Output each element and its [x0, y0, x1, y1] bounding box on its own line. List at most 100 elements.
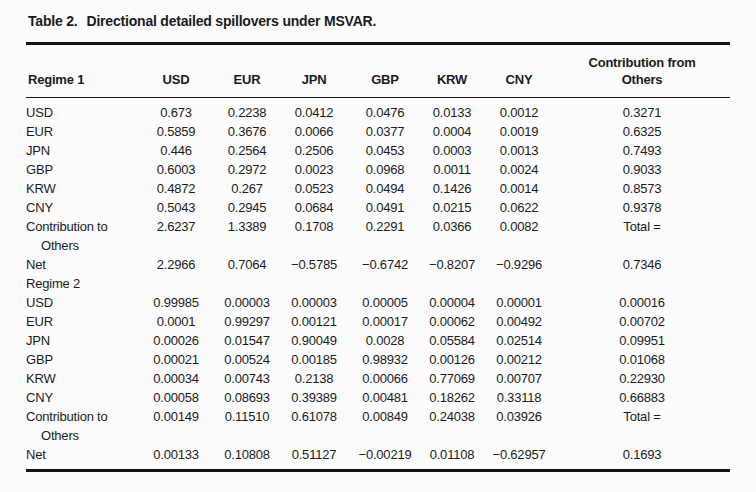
table-cell: −0.5785 — [278, 255, 350, 274]
table-cell: 0.02514 — [484, 331, 554, 350]
row-label: JPN — [26, 141, 136, 160]
table-cell: 0.0453 — [350, 141, 420, 160]
row-label: Regime 2 — [26, 274, 136, 293]
table-cell: 0.0023 — [278, 160, 350, 179]
table-cell: 0.0003 — [420, 141, 484, 160]
table-cell: 0.01547 — [216, 331, 278, 350]
table-cell: 0.90049 — [278, 331, 350, 350]
row-label: KRW — [26, 179, 136, 198]
table-cell: 0.0366 — [420, 217, 484, 255]
table-cell: 0.03926 — [484, 407, 554, 445]
header-usd: USD — [136, 44, 216, 98]
table-cell: 0.09951 — [554, 331, 730, 350]
table-cell: Total = — [554, 407, 730, 445]
table-cell: 0.0491 — [350, 198, 420, 217]
table-cell: 0.10808 — [216, 445, 278, 471]
table-cell: 0.2291 — [350, 217, 420, 255]
paper-page: Table 2.Directional detailed spillovers … — [0, 0, 756, 492]
table-cell: 0.1708 — [278, 217, 350, 255]
table-cell: 0.3676 — [216, 122, 278, 141]
row-label: Contribution to Others — [26, 217, 136, 255]
table-cell: 0.673 — [136, 98, 216, 123]
table-caption-title: Directional detailed spillovers under MS… — [87, 13, 377, 29]
table-cell: 0.08693 — [216, 388, 278, 407]
table-cell: 0.1426 — [420, 179, 484, 198]
table-cell: 0.00133 — [136, 445, 216, 471]
table-cell: 0.00016 — [554, 293, 730, 312]
table-row: CNY0.000580.086930.393890.004810.182620.… — [26, 388, 730, 407]
table-row: Contribution to Others0.001490.115100.61… — [26, 407, 730, 445]
table-cell: 0.00003 — [278, 293, 350, 312]
table-cell: 0.51127 — [278, 445, 350, 471]
table-cell: 0.0014 — [484, 179, 554, 198]
table-row: EUR0.00010.992970.001210.000170.000620.0… — [26, 312, 730, 331]
table-cell: 0.0494 — [350, 179, 420, 198]
table-row: USD0.999850.000030.000030.000050.000040.… — [26, 293, 730, 312]
table-row: Regime 2 — [26, 274, 730, 293]
table-cell: 0.2138 — [278, 369, 350, 388]
table-cell: 0.0024 — [484, 160, 554, 179]
table-cell: 0.11510 — [216, 407, 278, 445]
table-cell: 0.0523 — [278, 179, 350, 198]
table-cell: 0.00212 — [484, 350, 554, 369]
row-label: JPN — [26, 331, 136, 350]
row-label: Contribution to Others — [26, 407, 136, 445]
table-cell: 0.0066 — [278, 122, 350, 141]
table-row: Net2.29660.7064−0.5785−0.6742−0.8207−0.9… — [26, 255, 730, 274]
table-cell: 0.2564 — [216, 141, 278, 160]
table-cell: 0.6325 — [554, 122, 730, 141]
header-krw: KRW — [420, 44, 484, 98]
table-cell — [420, 274, 484, 293]
table-cell: 0.0019 — [484, 122, 554, 141]
table-cell: 0.00017 — [350, 312, 420, 331]
table-cell: −0.6742 — [350, 255, 420, 274]
table-cell: 0.6003 — [136, 160, 216, 179]
table-cell — [484, 274, 554, 293]
table-cell: 0.00149 — [136, 407, 216, 445]
table-cell — [278, 274, 350, 293]
table-cell: 2.2966 — [136, 255, 216, 274]
table-cell: 0.00001 — [484, 293, 554, 312]
row-label: Net — [26, 255, 136, 274]
table-cell: 0.01108 — [420, 445, 484, 471]
table-cell: 0.00021 — [136, 350, 216, 369]
table-cell: 0.7346 — [554, 255, 730, 274]
table-cell: 0.4872 — [136, 179, 216, 198]
table-cell: 0.00066 — [350, 369, 420, 388]
table-cell — [216, 274, 278, 293]
table-cell: 0.0013 — [484, 141, 554, 160]
table-cell: 0.00004 — [420, 293, 484, 312]
table-header: Regime 1 USD EUR JPN GBP KRW CNY Contrib… — [26, 44, 730, 98]
table-cell: 0.0133 — [420, 98, 484, 123]
table-cell: 2.6237 — [136, 217, 216, 255]
table-row: USD0.6730.22380.04120.04760.01330.00120.… — [26, 98, 730, 123]
table-cell: 0.00003 — [216, 293, 278, 312]
table-cell: 0.00524 — [216, 350, 278, 369]
table-cell: 0.2972 — [216, 160, 278, 179]
table-cell: 0.39389 — [278, 388, 350, 407]
table-cell: 0.0215 — [420, 198, 484, 217]
row-label: CNY — [26, 198, 136, 217]
table-cell: −0.8207 — [420, 255, 484, 274]
table-cell: 0.7493 — [554, 141, 730, 160]
table-cell: 0.446 — [136, 141, 216, 160]
table-cell: 1.3389 — [216, 217, 278, 255]
table-cell: 0.0082 — [484, 217, 554, 255]
table-cell: 0.00743 — [216, 369, 278, 388]
table-cell: 0.99985 — [136, 293, 216, 312]
row-label: KRW — [26, 369, 136, 388]
header-eur: EUR — [216, 44, 278, 98]
header-jpn: JPN — [278, 44, 350, 98]
table-cell: 0.0004 — [420, 122, 484, 141]
table-row: CNY0.50430.29450.06840.04910.02150.06220… — [26, 198, 730, 217]
table-cell: 0.00707 — [484, 369, 554, 388]
table-cell: 0.00062 — [420, 312, 484, 331]
table-row: Net0.001330.108080.51127−0.002190.01108−… — [26, 445, 730, 471]
table-row: GBP0.000210.005240.001850.989320.001260.… — [26, 350, 730, 369]
row-label: USD — [26, 98, 136, 123]
table-cell: 0.00121 — [278, 312, 350, 331]
table-cell: 0.05584 — [420, 331, 484, 350]
table-cell: 0.98932 — [350, 350, 420, 369]
header-regime: Regime 1 — [26, 44, 136, 98]
table-cell: 0.0622 — [484, 198, 554, 217]
